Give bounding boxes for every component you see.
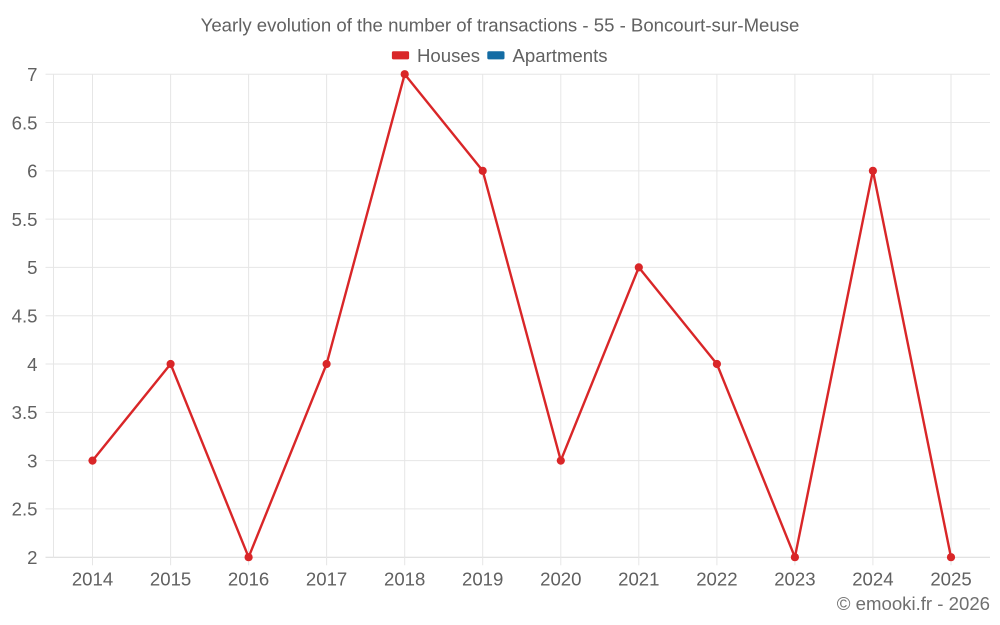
svg-text:7: 7 [27,64,37,85]
svg-text:2: 2 [27,547,37,568]
svg-text:2022: 2022 [696,568,737,589]
svg-text:2015: 2015 [150,568,191,589]
svg-text:6.5: 6.5 [12,112,38,133]
svg-text:Houses: Houses [417,45,480,66]
svg-text:© emooki.fr - 2026: © emooki.fr - 2026 [837,593,990,614]
svg-text:Yearly evolution of the number: Yearly evolution of the number of transa… [201,15,800,36]
svg-text:2014: 2014 [72,568,113,589]
svg-text:2018: 2018 [384,568,425,589]
svg-text:2020: 2020 [540,568,581,589]
svg-text:2017: 2017 [306,568,347,589]
svg-text:2019: 2019 [462,568,503,589]
svg-text:2023: 2023 [774,568,815,589]
svg-text:Apartments: Apartments [513,45,608,66]
svg-text:4: 4 [27,354,37,375]
svg-text:5: 5 [27,257,37,278]
svg-text:4.5: 4.5 [12,306,38,327]
svg-text:3: 3 [27,450,37,471]
svg-text:6: 6 [27,161,37,182]
svg-text:2021: 2021 [618,568,659,589]
svg-text:2016: 2016 [228,568,269,589]
svg-text:2025: 2025 [930,568,971,589]
svg-text:2.5: 2.5 [12,499,38,520]
svg-text:3.5: 3.5 [12,402,38,423]
svg-text:2024: 2024 [852,568,893,589]
svg-text:5.5: 5.5 [12,209,38,230]
